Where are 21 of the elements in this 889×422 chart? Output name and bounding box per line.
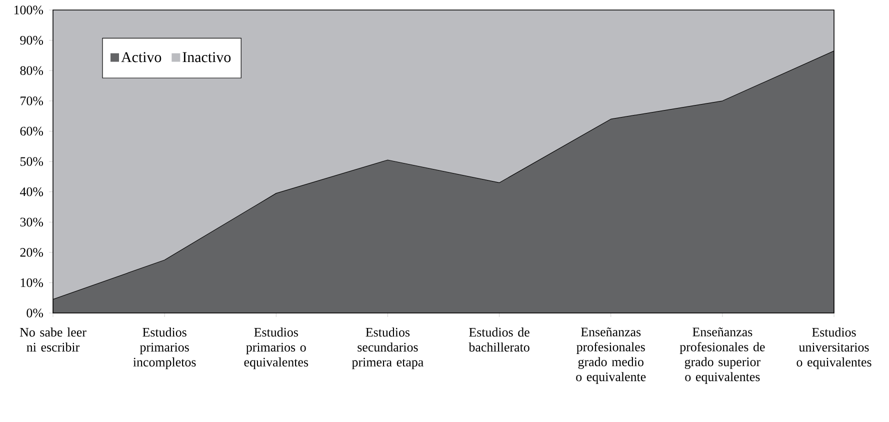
x-tick-label: Estudios primarios incompletos [133,328,196,370]
y-tick-label: 40% [20,187,44,196]
y-tick-label: 90% [20,36,44,45]
y-tick-label: 100% [14,6,44,14]
x-tick-label: Enseñanzas profesionales de grado superior o equivalentes [680,328,765,384]
y-tick-label: 60% [20,126,44,136]
x-tick-label: Enseñanzas profesionales grado medio o equivalente [576,328,646,384]
y-tick-label: 10% [20,278,44,288]
y-tick-label: 20% [20,248,44,257]
y-tick-label: 70% [20,96,44,106]
legend-label: Inactivo [182,52,231,62]
y-tick-label: 80% [20,66,44,75]
x-tick-label: Estudios universitarios o equivalentes [796,328,872,370]
x-tick-label: Estudios de bachillerato [468,328,530,352]
legend-label: Activo [121,52,162,62]
x-tick-label: Estudios primarios o equivalentes [244,328,308,370]
y-tick-label: 30% [20,218,44,226]
y-tick-label: 0% [26,308,44,318]
x-tick-label: No sabe leer ni escribir [20,328,86,352]
x-tick-label: Estudios secundarios primera etapa [352,328,424,370]
y-tick-label: 50% [20,157,44,166]
